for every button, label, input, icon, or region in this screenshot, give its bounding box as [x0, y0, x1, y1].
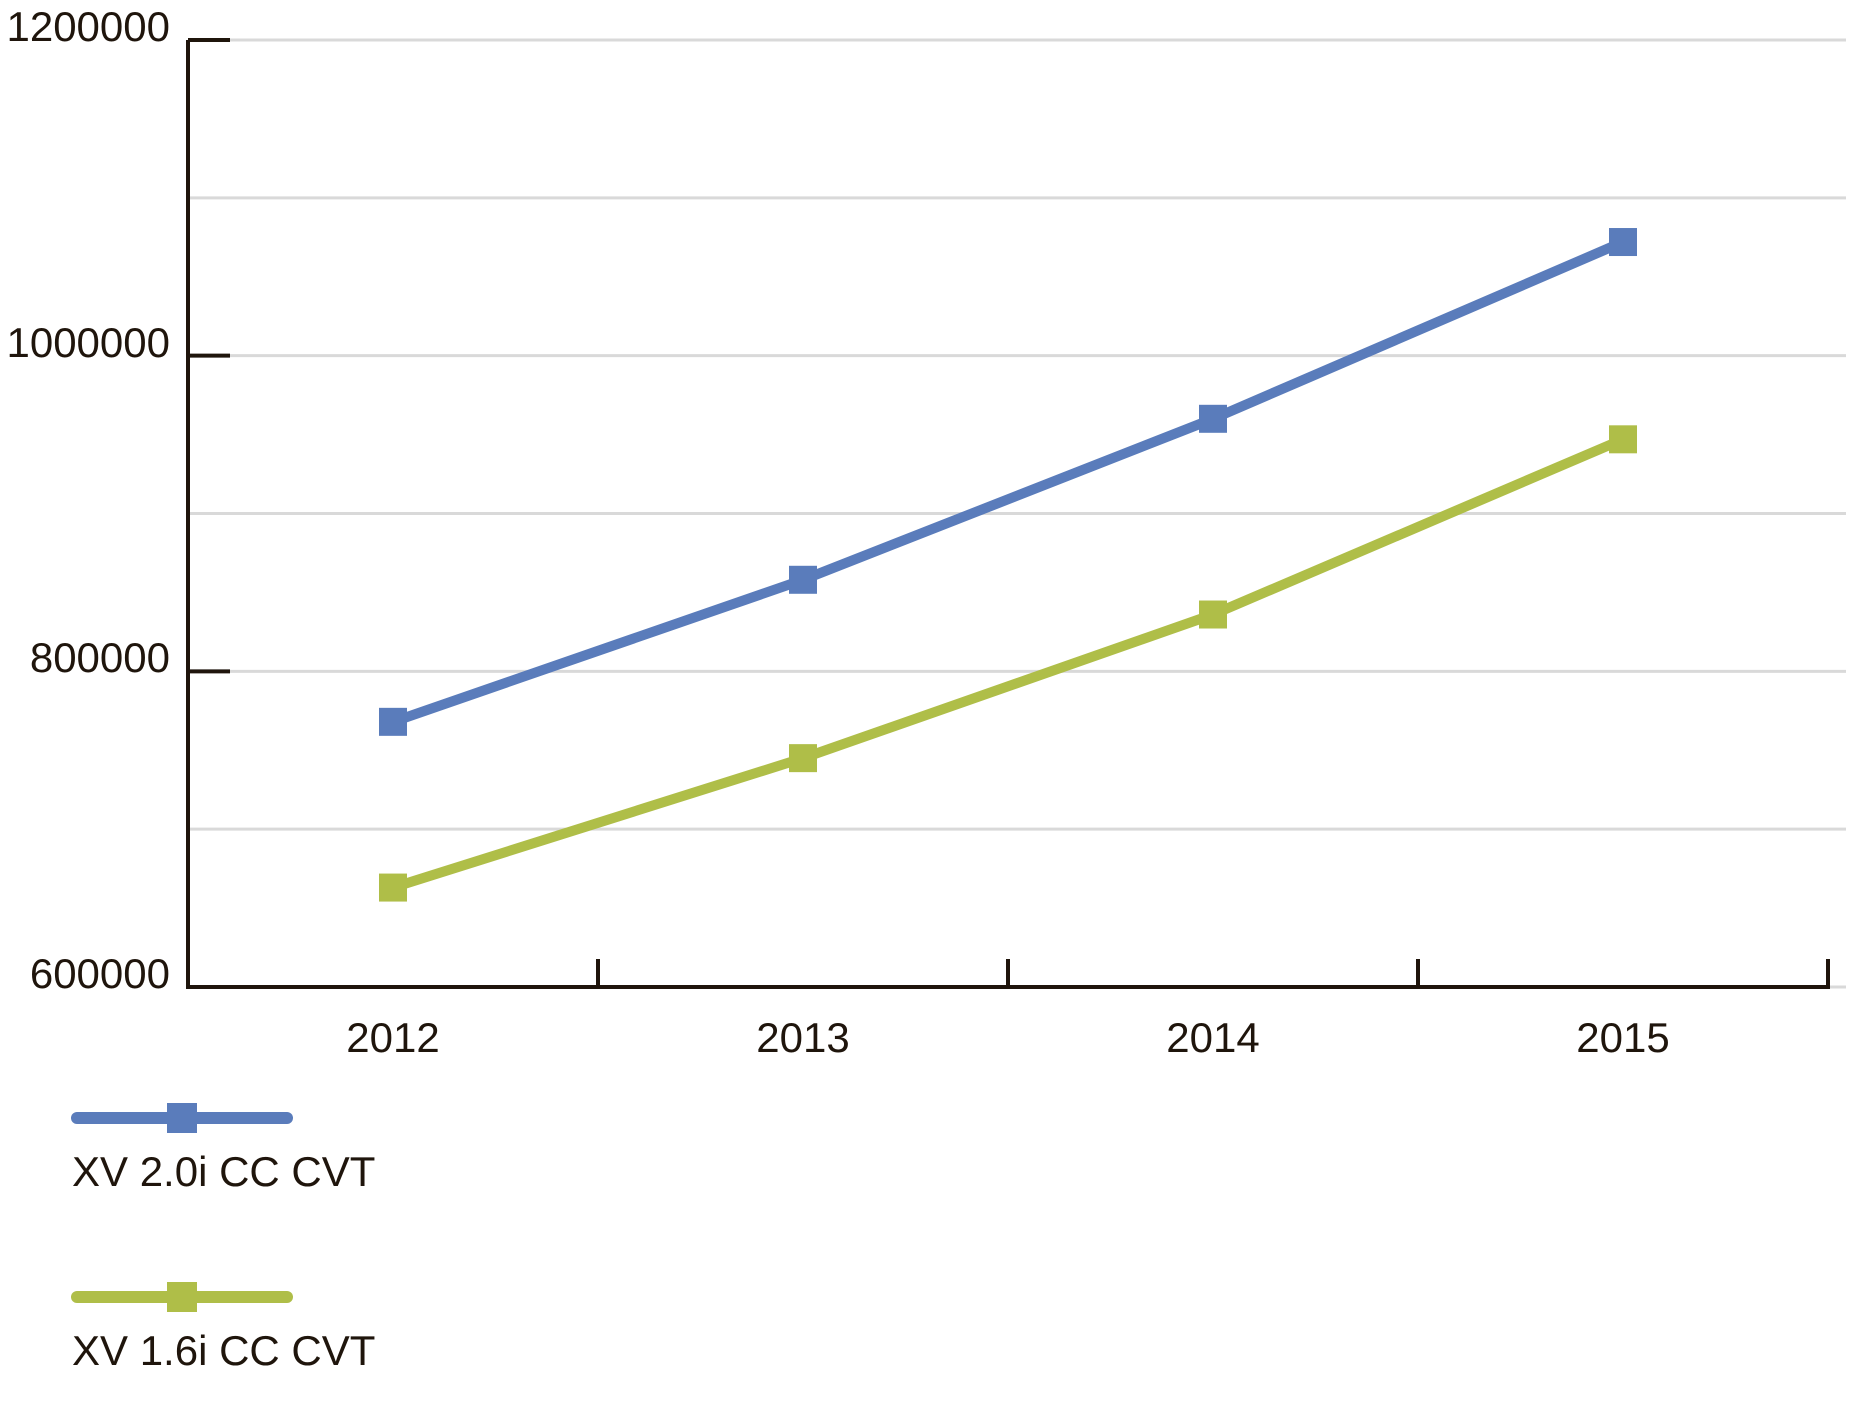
y-axis-tick-label: 1000000 — [6, 318, 170, 366]
series-line-0 — [388, 237, 1628, 727]
y-axis-tick-label: 1200000 — [6, 3, 170, 50]
y-axis-tick-label: 600000 — [29, 950, 170, 997]
series-line-1 — [388, 434, 1628, 893]
x-axis-tick-label: 2015 — [1576, 1014, 1670, 1061]
x-axis-tick-label: 2012 — [346, 1014, 440, 1061]
y-axis-tick-label: 800000 — [29, 634, 170, 682]
x-axis-tick-label: 2013 — [756, 1014, 850, 1061]
data-point-marker — [1609, 425, 1637, 454]
data-point-marker — [379, 873, 407, 902]
x-axis-tick-label: 2014 — [1166, 1014, 1260, 1061]
data-point-marker — [789, 744, 817, 773]
data-point-marker — [789, 565, 817, 594]
data-point-marker — [1199, 600, 1227, 629]
data-point-marker — [1609, 228, 1637, 257]
data-point-marker — [379, 707, 407, 736]
data-point-marker — [1199, 404, 1227, 433]
